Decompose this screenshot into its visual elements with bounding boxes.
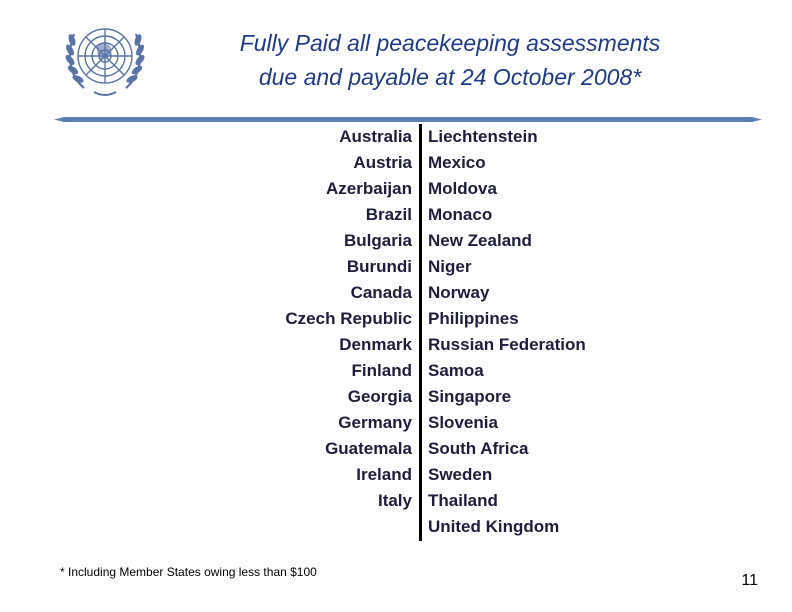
list-item: Samoa — [428, 361, 484, 380]
list-item: Canada — [350, 283, 412, 302]
title-line-2: due and payable at 24 October 2008* — [258, 64, 642, 90]
list-item: Finland — [351, 361, 412, 380]
list-item: Brazil — [365, 205, 412, 224]
list-item: Philippines — [428, 309, 519, 328]
list-item: Monaco — [428, 205, 493, 224]
list-item: Mexico — [428, 153, 486, 172]
list-item: Singapore — [428, 387, 512, 406]
page-number: 11 — [741, 572, 758, 589]
country-list-right: Liechtenstein Mexico Moldova Monaco New … — [428, 124, 748, 540]
list-item: Bulgaria — [343, 231, 412, 250]
list-item: New Zealand — [428, 231, 532, 250]
list-item: Guatemala — [325, 439, 412, 458]
country-list-left: Australia Austria Azerbaijan Brazil Bulg… — [200, 124, 412, 514]
list-item: South Africa — [428, 439, 529, 458]
list-item: Russian Federation — [428, 335, 586, 354]
list-item: Azerbaijan — [326, 179, 412, 198]
column-divider — [419, 124, 422, 541]
list-item: Georgia — [347, 387, 412, 406]
footnote: * Including Member States owing less tha… — [60, 565, 317, 579]
title-line-1: Fully Paid all peacekeeping assessments — [239, 30, 661, 56]
title-underline — [54, 117, 762, 122]
list-item: Australia — [339, 127, 412, 146]
un-emblem-icon — [65, 28, 145, 96]
list-item: Norway — [428, 283, 490, 302]
list-item: Denmark — [339, 335, 412, 354]
list-item: Burundi — [346, 257, 412, 276]
list-item: Slovenia — [428, 413, 498, 432]
list-item: Austria — [353, 153, 412, 172]
list-item: Liechtenstein — [428, 127, 538, 146]
list-item: Czech Republic — [285, 309, 412, 328]
list-item: Moldova — [428, 179, 497, 198]
list-item: United Kingdom — [428, 517, 560, 536]
list-item: Ireland — [356, 465, 412, 484]
list-item: Italy — [377, 491, 412, 510]
list-item: Thailand — [428, 491, 498, 510]
list-item: Sweden — [428, 465, 493, 484]
list-item: Niger — [428, 257, 472, 276]
slide-title: Fully Paid all peacekeeping assessments … — [160, 26, 740, 94]
list-item: Germany — [338, 413, 412, 432]
